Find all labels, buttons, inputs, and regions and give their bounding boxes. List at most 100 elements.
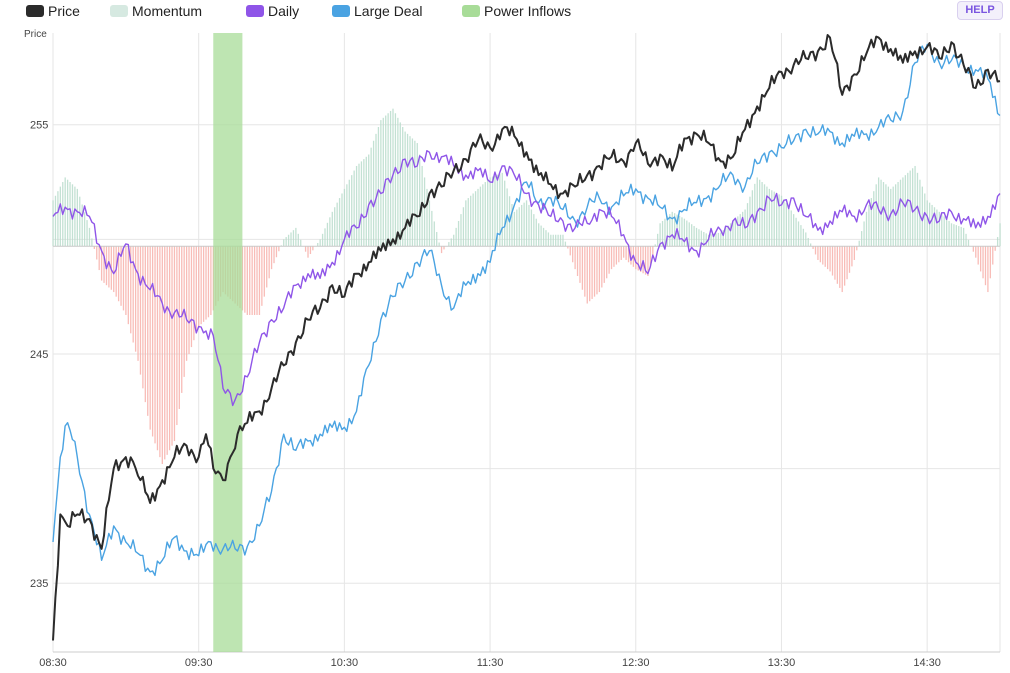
- momentum-bar: [309, 246, 312, 255]
- momentum-bar: [994, 246, 996, 251]
- momentum-bar: [210, 246, 212, 315]
- momentum-bar: [334, 207, 336, 247]
- momentum-bar: [368, 154, 370, 247]
- momentum-bar: [185, 246, 188, 361]
- momentum-bar: [596, 246, 598, 295]
- legend-item-momentum[interactable]: Momentum: [110, 2, 202, 20]
- momentum-bar: [52, 200, 54, 247]
- momentum-bar: [691, 224, 693, 247]
- momentum-bar: [154, 246, 156, 444]
- momentum-bar: [618, 246, 620, 263]
- momentum-bar: [416, 143, 418, 247]
- momentum-bar: [258, 246, 261, 315]
- legend-item-price[interactable]: Price: [26, 2, 80, 20]
- momentum-bar: [601, 246, 603, 288]
- help-button[interactable]: HELP: [957, 1, 1003, 20]
- momentum-bar: [589, 246, 591, 302]
- momentum-bar: [86, 220, 88, 247]
- momentum-bar: [637, 246, 639, 271]
- momentum-bar: [768, 188, 771, 247]
- momentum-bar: [916, 172, 919, 247]
- momentum-bar: [375, 133, 377, 247]
- momentum-bar: [661, 220, 664, 247]
- momentum-bar: [482, 184, 484, 247]
- legend-item-daily[interactable]: Daily: [246, 2, 299, 20]
- momentum-bar: [472, 193, 474, 247]
- momentum-bar: [800, 225, 802, 247]
- momentum-bar: [331, 211, 333, 247]
- momentum-bar: [693, 226, 695, 247]
- momentum-bar: [443, 246, 445, 250]
- momentum-bar: [164, 246, 166, 460]
- momentum-bar: [654, 244, 656, 247]
- momentum-bar: [533, 214, 535, 247]
- momentum-bar: [652, 246, 654, 255]
- momentum-bar: [999, 223, 1001, 247]
- momentum-bar: [790, 210, 792, 247]
- momentum-bar: [926, 200, 928, 247]
- momentum-bar: [411, 138, 414, 247]
- momentum-bar: [535, 218, 537, 247]
- momentum-bar: [540, 225, 542, 247]
- momentum-bar: [875, 184, 877, 247]
- series-lines: [52, 34, 1001, 641]
- momentum-bar: [484, 182, 486, 247]
- momentum-bar: [382, 117, 384, 247]
- power-inflow-band: [213, 33, 243, 652]
- momentum-bar: [846, 246, 848, 280]
- legend-label-price: Price: [48, 3, 80, 19]
- momentum-bar: [355, 165, 358, 247]
- momentum-bar: [470, 195, 472, 247]
- momentum-bar: [523, 202, 525, 247]
- momentum-bar: [890, 188, 892, 247]
- momentum-bar: [659, 223, 661, 247]
- momentum-bar: [346, 184, 348, 247]
- momentum-bar: [674, 213, 676, 247]
- legend-item-large-deal[interactable]: Large Deal: [332, 2, 423, 20]
- momentum-bar: [66, 179, 69, 247]
- momentum-bar: [924, 193, 926, 247]
- momentum-bar: [882, 182, 885, 247]
- momentum-bar: [358, 163, 360, 247]
- momentum-bar: [683, 218, 686, 247]
- momentum-bar: [657, 233, 659, 247]
- momentum-bar: [81, 204, 83, 247]
- momentum-bar: [909, 170, 911, 247]
- momentum-bar: [810, 243, 812, 247]
- momentum-bar: [812, 246, 814, 249]
- momentum-bar: [945, 218, 948, 247]
- momentum-bar: [805, 232, 807, 247]
- momentum-bar: [134, 246, 137, 352]
- momentum-bar: [491, 176, 494, 247]
- momentum-bar: [902, 177, 904, 247]
- momentum-bar: [814, 246, 817, 255]
- momentum-bar: [817, 246, 819, 260]
- momentum-bar: [977, 246, 979, 265]
- momentum-bar: [283, 239, 285, 247]
- momentum-bar: [826, 246, 829, 270]
- chart-grid: [52, 33, 1001, 653]
- momentum-bar: [496, 174, 499, 247]
- daily-line: [52, 150, 1001, 407]
- momentum-bar: [559, 234, 562, 247]
- momentum-bar: [931, 204, 933, 247]
- momentum-bar: [360, 161, 363, 247]
- momentum-bar: [979, 246, 982, 272]
- legend-swatch-daily: [246, 5, 264, 17]
- momentum-bar: [727, 225, 729, 247]
- momentum-bar: [579, 246, 581, 283]
- momentum-bar: [465, 200, 467, 247]
- momentum-bar: [734, 218, 737, 247]
- legend-item-power-inflows[interactable]: Power Inflows: [462, 2, 571, 20]
- momentum-bar: [921, 186, 923, 247]
- momentum-bar: [725, 227, 727, 247]
- momentum-bar: [620, 246, 622, 260]
- momentum-bar: [336, 202, 338, 247]
- x-tick-label: 09:30: [185, 657, 213, 669]
- momentum-bar: [635, 246, 637, 270]
- momentum-bar: [795, 217, 797, 247]
- momentum-bar: [423, 177, 426, 247]
- momentum-bar: [742, 211, 744, 247]
- momentum-bar: [188, 246, 190, 354]
- momentum-bar: [603, 246, 605, 283]
